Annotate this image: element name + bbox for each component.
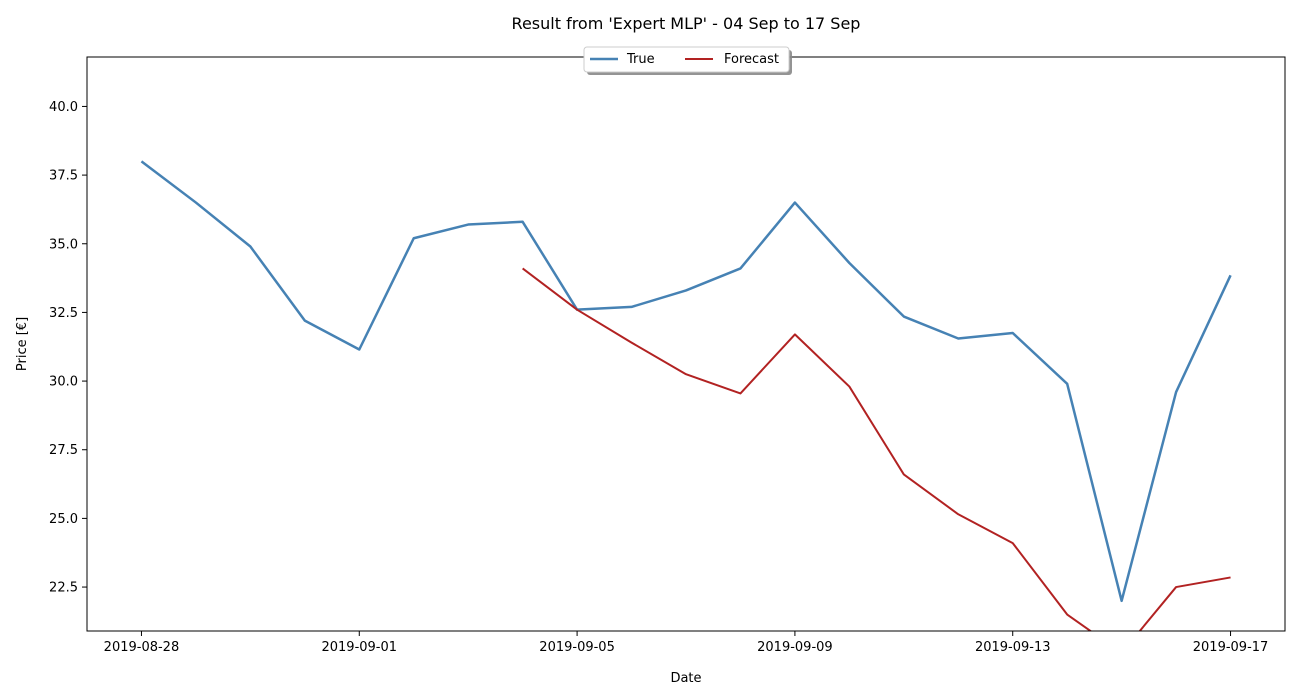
x-axis: 2019-08-28 2019-09-01 2019-09-05 2019-09-09…: [104, 631, 1269, 655]
y-tick-label: 32.5: [49, 306, 78, 321]
y-tick-label: 40.0: [49, 100, 78, 115]
chart-title: Result from 'Expert MLP' - 04 Sep to 17 …: [512, 14, 861, 33]
y-tick-label: 37.5: [49, 169, 78, 184]
legend-label-true: True: [626, 52, 655, 67]
series-line-forecast: [522, 267, 1231, 631]
legend: True Forecast: [583, 46, 792, 75]
x-tick-label: 2019-09-13: [975, 640, 1051, 655]
y-tick-label: 35.0: [49, 237, 78, 252]
x-tick-label: 2019-08-28: [104, 640, 180, 655]
y-axis: 22.5 25.0 27.5 30.0 32.5 35.0 37.5 40.0: [49, 100, 87, 596]
x-tick-label: 2019-09-17: [1193, 640, 1269, 655]
series-layer: [140, 160, 1232, 631]
x-axis-title: Date: [670, 671, 701, 686]
y-tick-label: 30.0: [49, 375, 78, 390]
plot-area: [87, 57, 1285, 631]
y-tick-label: 27.5: [49, 443, 78, 458]
x-tick-label: 2019-09-09: [757, 640, 833, 655]
y-tick-label: 25.0: [49, 512, 78, 527]
y-tick-label: 22.5: [49, 581, 78, 596]
legend-label-forecast: Forecast: [724, 52, 779, 67]
x-tick-label: 2019-09-01: [321, 640, 397, 655]
y-axis-title: Price [€]: [15, 317, 30, 371]
x-tick-label: 2019-09-05: [539, 640, 615, 655]
